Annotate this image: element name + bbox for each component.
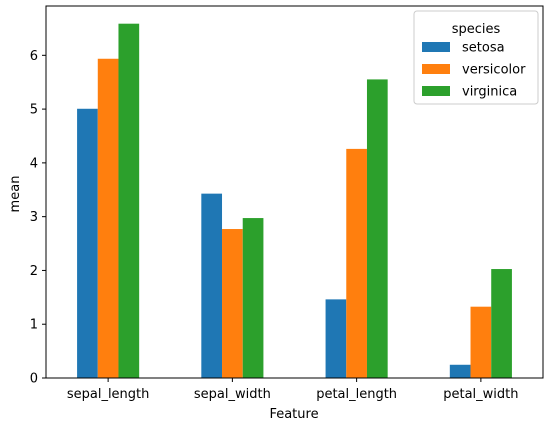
- y-tick-label: 5: [30, 103, 38, 118]
- y-tick-label: 0: [30, 372, 38, 387]
- x-tick-label: petal_length: [316, 387, 397, 402]
- legend-title: species: [452, 22, 501, 37]
- y-tick-label: 6: [30, 49, 38, 64]
- bar-setosa-petal_length: [325, 299, 347, 378]
- x-tick-label: petal_width: [443, 387, 518, 402]
- y-axis-label: mean: [8, 176, 23, 213]
- x-tick-label: sepal_length: [67, 387, 150, 402]
- y-tick-label: 2: [30, 264, 38, 279]
- bar-versicolor-sepal_length: [97, 58, 119, 378]
- x-axis-label: Feature: [269, 407, 318, 422]
- y-tick-label: 4: [30, 156, 38, 171]
- legend-swatch-versicolor: [422, 64, 450, 74]
- legend-box: [413, 10, 539, 105]
- bar-virginica-petal_width: [491, 269, 512, 378]
- bars-layer: [77, 23, 512, 379]
- bar-virginica-sepal_width: [242, 218, 264, 378]
- legend-label-virginica: virginica: [462, 85, 517, 100]
- bar-virginica-sepal_length: [118, 23, 140, 378]
- bar-virginica-petal_length: [366, 79, 388, 378]
- axes: 0 1 2 3 4 5 6 sepal_length sepal_width petal_leng…: [30, 5, 544, 402]
- bar-versicolor-petal_width: [470, 306, 492, 378]
- bar-versicolor-sepal_width: [222, 229, 243, 378]
- x-tick-label: sepal_width: [194, 387, 271, 402]
- legend-swatch-setosa: [422, 42, 450, 52]
- bar-versicolor-petal_length: [346, 148, 367, 378]
- bar-setosa-petal_width: [449, 364, 471, 378]
- legend: species setosa versicolor virginica: [413, 10, 539, 105]
- legend-swatch-virginica: [422, 86, 450, 96]
- legend-label-setosa: setosa: [462, 41, 505, 56]
- y-tick-label: 3: [30, 210, 38, 225]
- y-tick-label: 1: [30, 318, 38, 333]
- bar-setosa-sepal_width: [201, 193, 223, 378]
- legend-label-versicolor: versicolor: [462, 63, 526, 78]
- bar-setosa-sepal_length: [77, 108, 98, 379]
- plot-frame: [45, 5, 544, 379]
